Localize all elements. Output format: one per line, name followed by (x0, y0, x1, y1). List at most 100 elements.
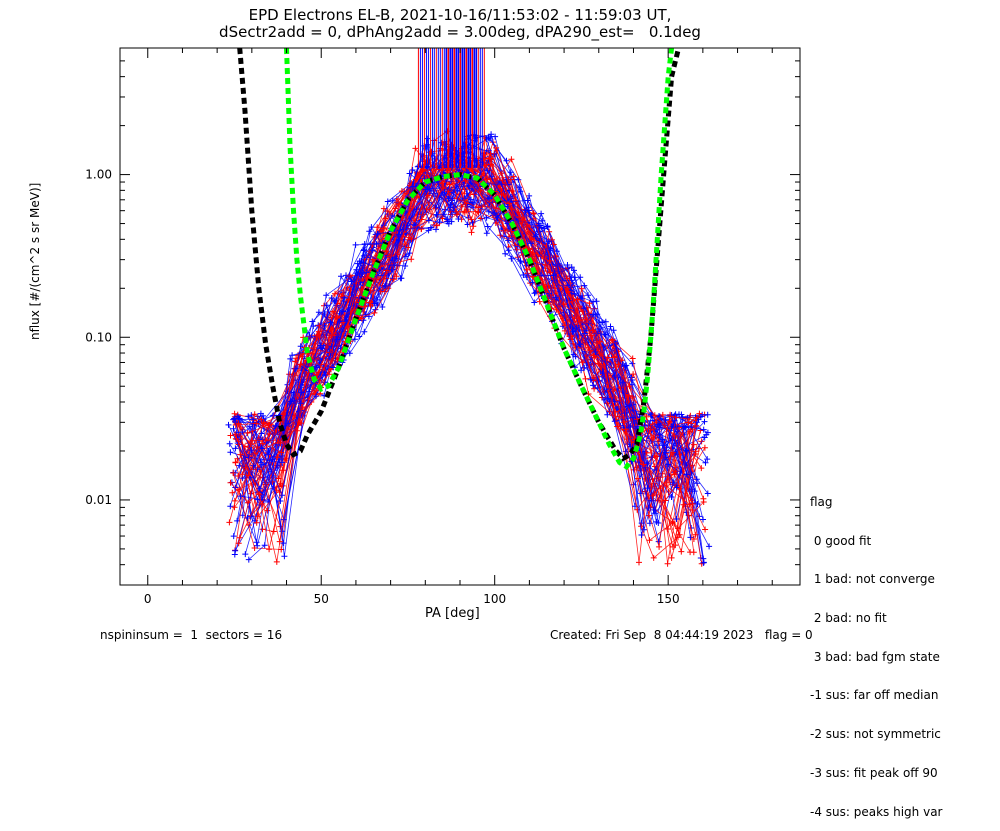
data-point (389, 197, 396, 204)
data-point (259, 445, 266, 452)
data-point (242, 551, 249, 558)
data-point (323, 292, 330, 299)
data-point (706, 543, 713, 550)
data-point (601, 396, 608, 403)
data-point (591, 354, 598, 361)
data-point (671, 417, 678, 424)
data-point (232, 484, 239, 491)
data-point (315, 309, 322, 316)
data-point (254, 513, 261, 520)
data-point (650, 506, 657, 513)
data-point (405, 244, 412, 251)
data-point (665, 461, 672, 468)
data-point (277, 440, 284, 446)
data-point (313, 371, 320, 378)
data-point (494, 214, 501, 221)
data-point (662, 497, 669, 504)
data-point (636, 559, 642, 566)
y-tick-label: 1.00 (85, 168, 112, 182)
data-point (256, 491, 263, 498)
data-point (374, 296, 380, 303)
data-point (227, 479, 234, 486)
data-point (498, 191, 505, 198)
data-point (702, 459, 709, 466)
data-point (257, 410, 264, 417)
data-point (361, 328, 368, 335)
data-point (395, 201, 402, 208)
y-axis-label: nflux [#/(cm^2 s sr MeV)] (28, 182, 42, 340)
data-point (532, 233, 539, 240)
data-point (586, 300, 593, 307)
data-point (258, 416, 265, 423)
data-point (485, 208, 492, 215)
data-point (340, 308, 347, 315)
data-point (352, 241, 359, 248)
data-point (604, 395, 611, 402)
data-point (508, 228, 515, 235)
data-point (402, 263, 409, 269)
data-point (351, 336, 358, 343)
data-point (678, 548, 685, 555)
data-point (516, 214, 522, 221)
data-point (402, 241, 409, 247)
data-point (287, 355, 294, 362)
data-point (684, 414, 691, 421)
data-point (573, 325, 580, 331)
data-point (232, 547, 239, 554)
data-point (700, 516, 706, 523)
flux-curve (229, 155, 690, 530)
data-point (261, 542, 268, 549)
data-point (227, 449, 234, 456)
data-point (251, 411, 258, 418)
data-point (593, 330, 600, 337)
data-point (388, 266, 395, 273)
data-point (239, 471, 246, 478)
data-point (272, 422, 279, 429)
data-point (377, 288, 384, 295)
data-point (291, 397, 298, 404)
data-point (360, 259, 367, 266)
data-point (420, 166, 427, 173)
data-point (526, 192, 533, 199)
data-point (446, 146, 453, 153)
data-point (297, 400, 304, 407)
data-point (592, 349, 599, 355)
data-point (445, 195, 452, 202)
data-point (313, 393, 319, 400)
data-point (477, 187, 484, 193)
data-point (608, 336, 615, 343)
data-point (225, 421, 232, 428)
data-point (604, 354, 611, 361)
data-point (692, 448, 699, 455)
data-point (259, 491, 266, 498)
data-point (264, 507, 271, 514)
data-point (259, 440, 266, 447)
data-point (531, 290, 538, 297)
data-point (671, 433, 678, 439)
data-point (312, 387, 319, 394)
data-point (564, 285, 570, 292)
data-point (359, 286, 365, 293)
chart-plot: 0 50 100 150 0.01 0.10 1.00 (85, 47, 801, 606)
data-point (327, 319, 334, 326)
data-point (384, 198, 391, 205)
data-point (704, 429, 711, 436)
data-point (672, 414, 679, 421)
data-point (649, 492, 656, 499)
data-point (422, 186, 429, 193)
data-point (632, 503, 638, 510)
data-point (259, 500, 266, 507)
y-tick-label: 0.10 (85, 330, 112, 344)
data-point (366, 299, 373, 306)
data-point (237, 493, 244, 500)
data-point (520, 272, 527, 278)
flux-curve (233, 156, 693, 507)
data-point (607, 323, 614, 330)
data-point (318, 344, 325, 351)
data-point (289, 352, 296, 359)
data-point (656, 543, 663, 550)
data-point (519, 217, 526, 223)
data-point (675, 534, 681, 541)
data-point (275, 475, 282, 482)
data-point (551, 298, 558, 304)
